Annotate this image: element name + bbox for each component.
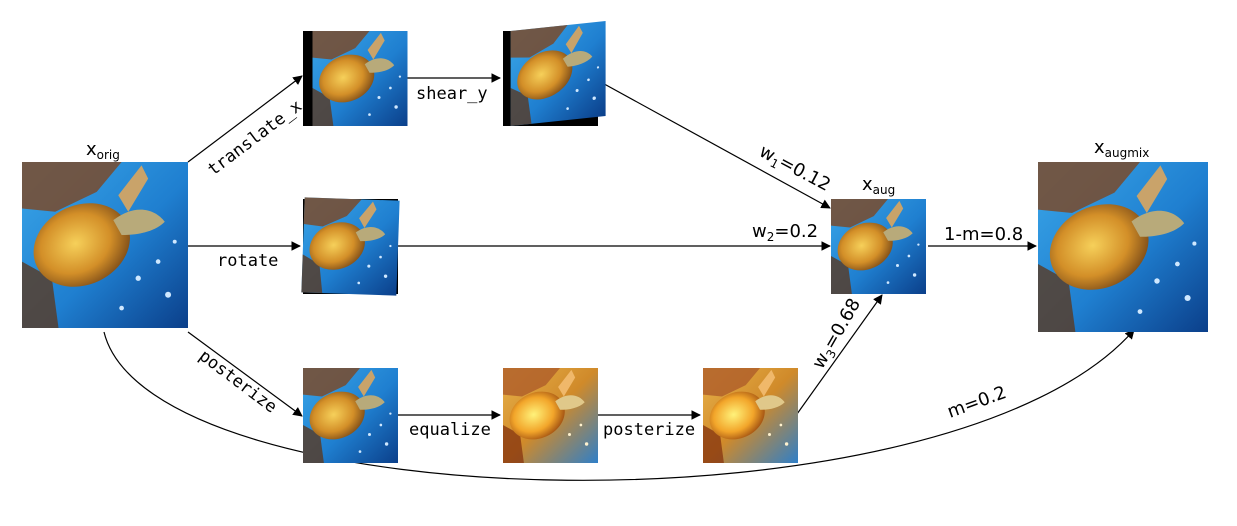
weight-w3: w3=0.68 [808, 295, 867, 374]
image-rotate [300, 197, 400, 296]
edge-orig-to-augmix-skip [103, 329, 1135, 481]
edges [103, 73, 1135, 481]
mix-m: m=0.2 [945, 382, 1010, 423]
edge-posterize-to-aug [796, 294, 883, 415]
image-equalize [501, 368, 598, 463]
edge-shear-to-aug [596, 79, 831, 209]
label-orig-base: x [86, 139, 97, 160]
image-orig [19, 162, 189, 328]
image-posterize-1 [301, 368, 398, 463]
op-rotate: rotate [217, 251, 278, 271]
mix-one-minus-m: 1-m=0.8 [944, 224, 1023, 245]
label-aug-sub: aug [873, 183, 896, 197]
image-posterize-2 [701, 368, 798, 463]
weight-w2-base: w [752, 221, 767, 242]
image-shear-y [503, 21, 606, 127]
op-shear-y: shear_y [416, 84, 488, 104]
weight-w2-value: =0.2 [774, 221, 818, 242]
label-orig-sub: orig [97, 148, 120, 162]
label-augmix-base: x [1094, 137, 1105, 158]
weight-w1-value: =0.12 [775, 151, 834, 195]
weight-w3-value: =0.68 [819, 295, 865, 353]
label-aug: xaug [862, 174, 895, 197]
op-posterize-2: posterize [603, 420, 695, 440]
edge-orig-to-translate [187, 75, 303, 163]
weight-w2-sub: 2 [767, 230, 775, 244]
image-augmix [1035, 162, 1208, 332]
image-translate-x [303, 31, 408, 127]
edge-orig-to-posterize [187, 331, 303, 417]
label-orig: xorig [86, 139, 120, 162]
op-equalize: equalize [409, 420, 491, 440]
label-augmix: xaugmix [1094, 137, 1149, 160]
label-aug-base: x [862, 174, 873, 195]
weight-w2: w2=0.2 [752, 221, 818, 244]
label-augmix-sub: augmix [1105, 146, 1150, 160]
image-aug [829, 199, 926, 294]
op-posterize-1: posterize [195, 346, 281, 417]
